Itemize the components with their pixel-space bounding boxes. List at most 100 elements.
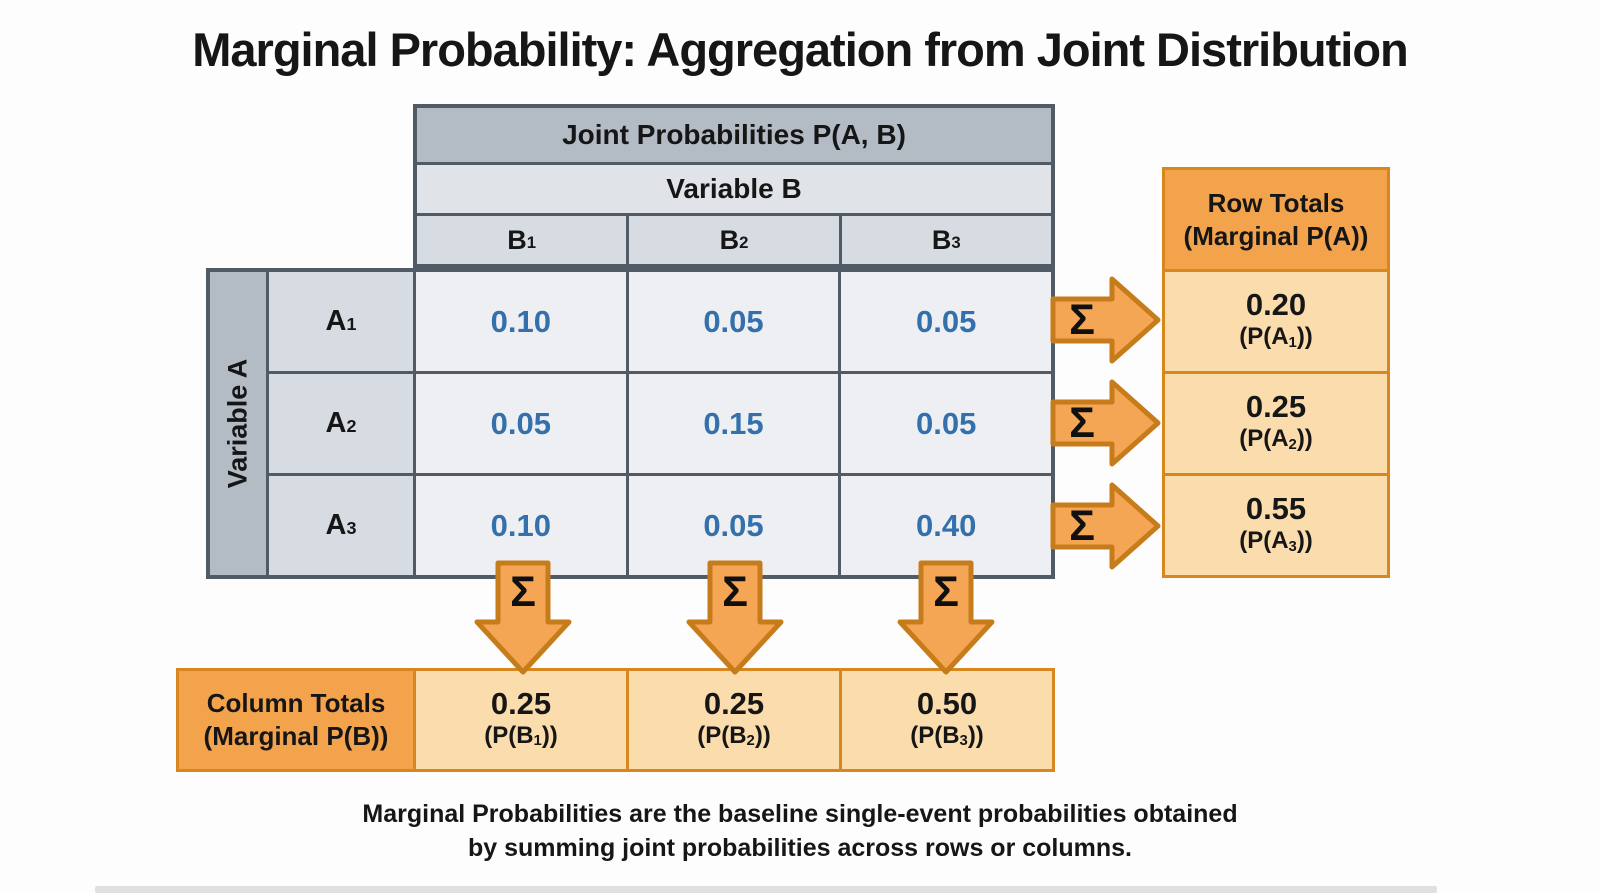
column-total-b1-value: 0.25 — [490, 685, 552, 721]
joint-cell-a2-b3: 0.05 — [841, 374, 1051, 473]
row-total-a3-value: 0.55 — [1245, 491, 1307, 526]
sum-arrow-down-col2: Σ — [683, 560, 787, 676]
sigma-icon: Σ — [1069, 501, 1095, 550]
column-totals-header-line2: (Marginal P(B)) — [203, 721, 389, 751]
joint-cell-a1-b2: 0.05 — [628, 272, 839, 371]
sigma-icon: Σ — [1069, 398, 1095, 447]
sigma-icon: Σ — [722, 567, 748, 616]
joint-cell-a3-b3: 0.40 — [841, 476, 1051, 575]
row-total-a1: 0.20 (P(A1)) — [1165, 272, 1387, 371]
variable-a-group-label-text: Variable A — [222, 358, 253, 489]
column-total-b1-label: (P(B1)) — [484, 721, 558, 754]
row-header-a1-base: A — [325, 305, 347, 337]
sigma-icon: Σ — [933, 567, 959, 616]
row-total-a2-label-pre: (P(A — [1239, 425, 1289, 452]
sum-arrow-down-col1: Σ — [471, 560, 575, 676]
row-total-a3-label-pre: (P(A — [1239, 527, 1289, 554]
row-total-a3-label: (P(A3)) — [1239, 526, 1313, 559]
row-total-a3-label-post: )) — [1296, 527, 1313, 554]
row-header-a2-base: A — [325, 407, 347, 439]
column-total-b2: 0.25 (P(B2)) — [629, 671, 839, 769]
column-total-b3: 0.50 (P(B3)) — [842, 671, 1052, 769]
bottom-edge-band — [95, 886, 1437, 893]
row-total-a3-label-sub: 3 — [1288, 538, 1297, 555]
sigma-icon: Σ — [1069, 295, 1095, 344]
row-totals-header-line2: (Marginal P(A)) — [1183, 220, 1369, 251]
row-header-a2-sub: 2 — [346, 416, 357, 437]
row-total-a2-label-post: )) — [1296, 425, 1313, 452]
column-total-b2-label-post: )) — [754, 721, 771, 749]
column-totals-block: Column Totals (Marginal P(B)) 0.25 (P(B1… — [176, 668, 1055, 772]
row-total-a1-label-post: )) — [1296, 323, 1313, 350]
row-header-a3-sub: 3 — [346, 518, 357, 539]
caption: Marginal Probabilities are the baseline … — [20, 797, 1580, 865]
column-total-b3-label-post: )) — [967, 721, 984, 749]
joint-probabilities-header: Joint Probabilities P(A, B) — [417, 108, 1051, 162]
down-arrow-icon — [686, 560, 784, 675]
row-totals-header: Row Totals (Marginal P(A)) — [1165, 170, 1387, 269]
right-arrow-icon — [1050, 482, 1161, 570]
page-title: Marginal Probability: Aggregation from J… — [192, 23, 1409, 76]
sum-arrow-right-row1: Σ — [1050, 273, 1162, 367]
joint-cell-a2-b1: 0.05 — [416, 374, 626, 473]
joint-cell-a3-b2: 0.05 — [628, 476, 839, 575]
joint-cell-a1-b1: 0.10 — [416, 272, 626, 371]
column-header-b1-base: B — [507, 224, 527, 255]
row-total-a3: 0.55 (P(A3)) — [1165, 476, 1387, 575]
sum-arrow-right-row2: Σ — [1050, 376, 1162, 470]
column-header-b2-base: B — [719, 224, 740, 255]
right-arrow-icon — [1050, 379, 1161, 467]
row-totals-block: Row Totals (Marginal P(A)) 0.20 (P(A1)) … — [1162, 167, 1390, 578]
row-total-a1-label: (P(A1)) — [1239, 322, 1313, 355]
sum-arrow-right-row3: Σ — [1050, 479, 1162, 573]
caption-line2: by summing joint probabilities across ro… — [467, 834, 1132, 862]
caption-line1: Marginal Probabilities are the baseline … — [362, 800, 1238, 828]
joint-cell-a1-b3: 0.05 — [841, 272, 1051, 371]
sigma-icon: Σ — [510, 567, 536, 616]
column-total-b3-value: 0.50 — [916, 685, 978, 721]
column-header-b3-base: B — [931, 224, 952, 255]
column-total-b1: 0.25 (P(B1)) — [416, 671, 626, 769]
row-totals-header-line1: Row Totals — [1207, 187, 1345, 218]
variable-b-group-label: Variable B — [417, 165, 1051, 213]
row-total-a2-label: (P(A2)) — [1239, 424, 1313, 457]
right-arrow-icon — [1050, 276, 1161, 364]
column-header-b3-sub: 3 — [951, 233, 961, 252]
column-total-b2-label: (P(B2)) — [697, 721, 771, 754]
variable-a-group-label: Variable A — [210, 272, 266, 575]
row-total-a1-label-sub: 1 — [1288, 334, 1297, 351]
column-total-b2-value: 0.25 — [703, 685, 765, 721]
row-header-a3-base: A — [325, 509, 347, 541]
column-total-b1-label-post: )) — [541, 721, 558, 749]
row-total-a2-value: 0.25 — [1245, 389, 1307, 424]
down-arrow-icon — [897, 560, 995, 675]
column-totals-header: Column Totals (Marginal P(B)) — [179, 671, 413, 769]
row-total-a2: 0.25 (P(A2)) — [1165, 374, 1387, 473]
column-total-b3-label-pre: (P(B — [910, 721, 960, 749]
column-total-b2-label-sub: 2 — [746, 733, 755, 750]
row-header-a1-sub: 1 — [346, 314, 357, 335]
row-total-a2-label-sub: 2 — [1288, 436, 1297, 453]
joint-cell-a3-b1: 0.10 — [416, 476, 626, 575]
sum-arrow-down-col3: Σ — [894, 560, 998, 676]
row-total-a1-label-pre: (P(A — [1239, 323, 1289, 350]
column-total-b3-label: (P(B3)) — [910, 721, 984, 754]
column-header-b1-sub: 1 — [526, 233, 537, 252]
joint-cell-a2-b2: 0.15 — [628, 374, 839, 473]
row-total-a1-value: 0.20 — [1245, 287, 1307, 322]
down-arrow-icon — [474, 560, 572, 675]
column-total-b1-label-sub: 1 — [533, 733, 542, 750]
column-total-b1-label-pre: (P(B — [484, 721, 534, 749]
column-total-b3-label-sub: 3 — [959, 733, 968, 750]
column-total-b2-label-pre: (P(B — [697, 721, 747, 749]
column-header-b2-sub: 2 — [739, 233, 749, 252]
